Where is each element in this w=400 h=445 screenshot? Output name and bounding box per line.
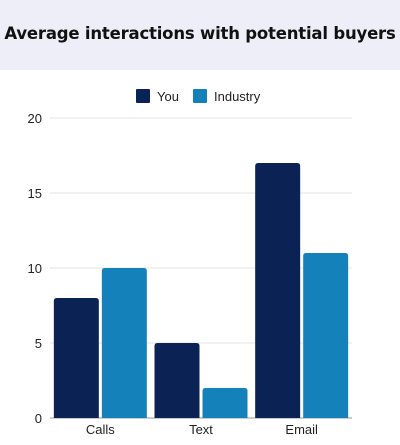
bars (53, 163, 349, 418)
bar-you-email (255, 163, 301, 418)
bar-industry-calls (101, 268, 147, 418)
grid-lines (50, 117, 352, 419)
y-tick-label: 0 (35, 411, 42, 426)
x-tick-label: Calls (86, 422, 115, 437)
y-tick-label: 5 (35, 336, 42, 351)
y-axis-ticks: 0 5 10 15 20 (28, 111, 42, 426)
y-tick-label: 15 (28, 186, 42, 201)
bar-industry-text (202, 388, 248, 418)
bar-industry-email (303, 253, 349, 418)
chart-header: Average interactions with potential buye… (0, 0, 400, 70)
y-tick-label: 10 (28, 261, 42, 276)
legend-label-industry: Industry (214, 89, 261, 104)
x-tick-label: Email (285, 422, 318, 437)
x-axis-ticks: Calls Text Email (86, 422, 318, 437)
legend-swatch-you (136, 89, 150, 103)
bar-you-text (154, 343, 200, 418)
y-tick-label: 20 (28, 111, 42, 126)
legend-swatch-industry (193, 89, 207, 103)
legend-label-you: You (157, 89, 179, 104)
legend: You Industry (136, 89, 261, 104)
x-tick-label: Text (189, 422, 213, 437)
bar-you-calls (53, 298, 99, 418)
chart-title: Average interactions with potential buye… (4, 24, 396, 43)
